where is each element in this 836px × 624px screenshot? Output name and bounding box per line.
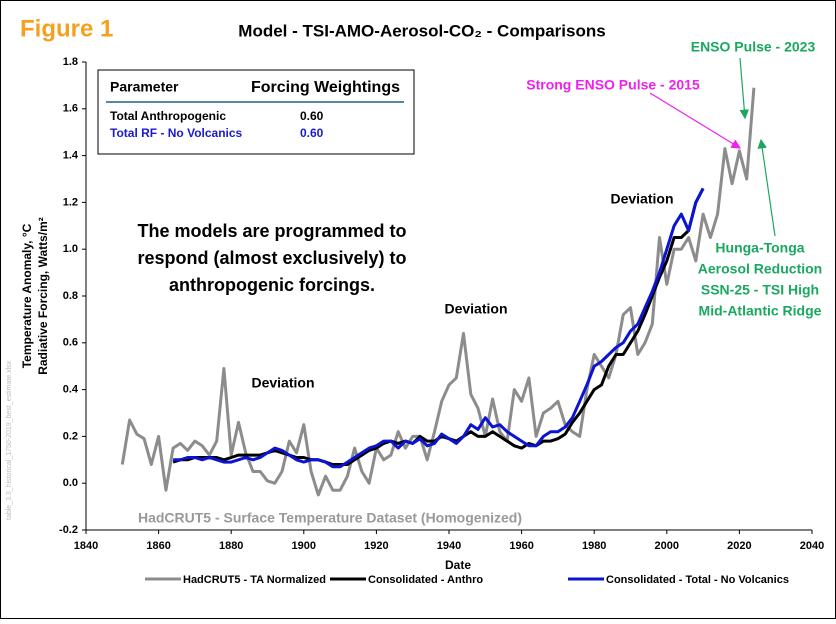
- x-tick-label: 1900: [292, 540, 316, 552]
- series-line: [120, 87, 756, 497]
- annotation: Deviation: [444, 301, 507, 317]
- y-tick-label: 0.6: [63, 337, 78, 349]
- source-note: table_3.3_historical_1750-2019_best_esti…: [6, 360, 13, 520]
- chart-title: Model - TSI-AMO-Aerosol-CO₂ - Comparison…: [238, 21, 605, 40]
- y-tick-label: 1.8: [63, 56, 78, 68]
- y-tick-label: 0.4: [63, 384, 79, 396]
- annotation: ENSO Pulse - 2023: [691, 39, 816, 55]
- annotation: HadCRUT5 - Surface Temperature Dataset (…: [138, 510, 522, 526]
- annotation: Deviation: [251, 375, 314, 391]
- x-tick-label: 2040: [800, 540, 824, 552]
- y-tick-label: 1.4: [63, 150, 79, 162]
- y-axis-label: Radiative Forcing, Watts/m²: [36, 217, 50, 375]
- table-cell: Total RF - No Volcanics: [110, 126, 243, 140]
- annotation: Aerosol Reduction: [698, 261, 822, 277]
- x-tick-label: 1940: [437, 540, 461, 552]
- legend-label: HadCRUT5 - TA Normalized: [183, 574, 326, 586]
- annotation: Strong ENSO Pulse - 2015: [526, 77, 700, 93]
- x-tick-label: 1960: [509, 540, 533, 552]
- x-tick-label: 1880: [219, 540, 243, 552]
- annotation: The models are programmed to: [137, 221, 406, 241]
- x-tick-label: 1860: [146, 540, 170, 552]
- legend-label: Consolidated - Total - No Volcanics: [606, 574, 789, 586]
- legend-label: Consolidated - Anthro: [368, 574, 483, 586]
- inset-table: [97, 69, 415, 155]
- y-tick-label: 0.0: [63, 477, 78, 489]
- y-axis-label: Temperature Anomaly, °C: [20, 223, 34, 368]
- x-tick-label: 2000: [655, 540, 679, 552]
- y-tick-label: 1.2: [63, 196, 78, 208]
- annotation: anthropogenic forcings.: [169, 275, 375, 295]
- y-tick-label: 1.6: [63, 103, 78, 115]
- annotation: Mid-Atlantic Ridge: [699, 303, 822, 319]
- annotation: Hunga-Tonga: [715, 240, 804, 256]
- x-tick-label: 1980: [582, 540, 606, 552]
- y-tick-label: -0.2: [59, 524, 78, 536]
- figure-label: Figure 1: [20, 15, 113, 42]
- x-axis-label: Date: [445, 558, 471, 572]
- x-tick-label: 1840: [74, 540, 98, 552]
- table-header: Forcing Weightings: [251, 79, 400, 96]
- arrow: [739, 57, 750, 120]
- y-tick-label: 0.8: [63, 290, 78, 302]
- table-cell: Total Anthropogenic: [110, 109, 226, 123]
- arrow: [757, 138, 776, 237]
- y-tick-label: 1.0: [63, 243, 78, 255]
- x-tick-label: 2020: [727, 540, 751, 552]
- arrow: [649, 92, 742, 149]
- x-tick-label: 1920: [364, 540, 388, 552]
- y-tick-label: 0.2: [63, 430, 78, 442]
- series-line: [173, 187, 705, 469]
- table-cell: 0.60: [300, 109, 324, 123]
- table-cell: 0.60: [300, 126, 324, 140]
- table-header: Parameter: [110, 79, 179, 95]
- annotation: respond (almost exclusively) to: [137, 248, 406, 268]
- annotation: Deviation: [610, 191, 673, 207]
- annotation: SSN-25 - TSI High: [701, 282, 819, 298]
